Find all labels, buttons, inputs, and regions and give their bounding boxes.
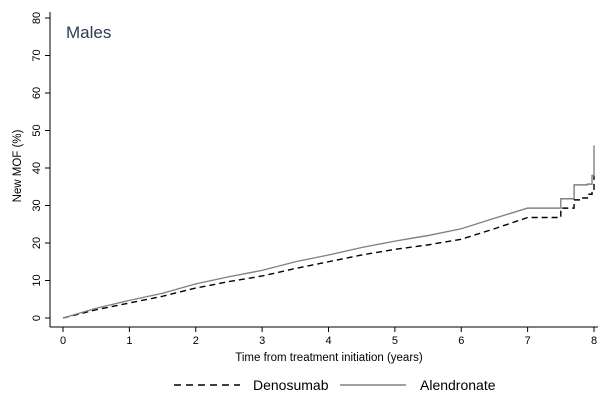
y-tick-label: 0 — [31, 315, 43, 321]
y-axis-title: New MOF (%) — [12, 129, 24, 202]
y-tick-label: 20 — [31, 237, 43, 249]
y-tick-label: 40 — [31, 162, 43, 174]
x-tick-label: 4 — [325, 335, 331, 347]
x-tick-label: 8 — [591, 335, 597, 347]
y-tick-label: 50 — [31, 124, 43, 136]
x-axis-title: Time from treatment initiation (years) — [235, 352, 423, 364]
panel-annotation: Males — [66, 23, 111, 42]
x-tick-label: 0 — [60, 335, 66, 347]
x-tick-label: 1 — [126, 335, 132, 347]
x-tick-label: 2 — [193, 335, 199, 347]
plot-area: 0 10 20 30 40 50 60 70 80 0 1 2 3 4 5 6 7 8 — [31, 12, 598, 347]
legend-label-denosumab: Denosumab — [253, 377, 329, 393]
y-tick-label: 60 — [31, 87, 43, 99]
y-tick-label: 10 — [31, 274, 43, 286]
x-tick-label: 7 — [525, 335, 531, 347]
y-tick-label: 80 — [31, 12, 43, 24]
series-line-denosumab — [62, 175, 595, 319]
legend-label-alendronate: Alendronate — [420, 377, 496, 393]
x-tick-label: 6 — [458, 335, 464, 347]
y-tick-label: 30 — [31, 199, 43, 211]
x-tick-label: 5 — [392, 335, 398, 347]
y-tick-label: 70 — [31, 49, 43, 61]
series-line-alendronate — [62, 145, 595, 319]
x-tick-label: 3 — [259, 335, 265, 347]
legend: Denosumab Alendronate — [174, 377, 496, 393]
